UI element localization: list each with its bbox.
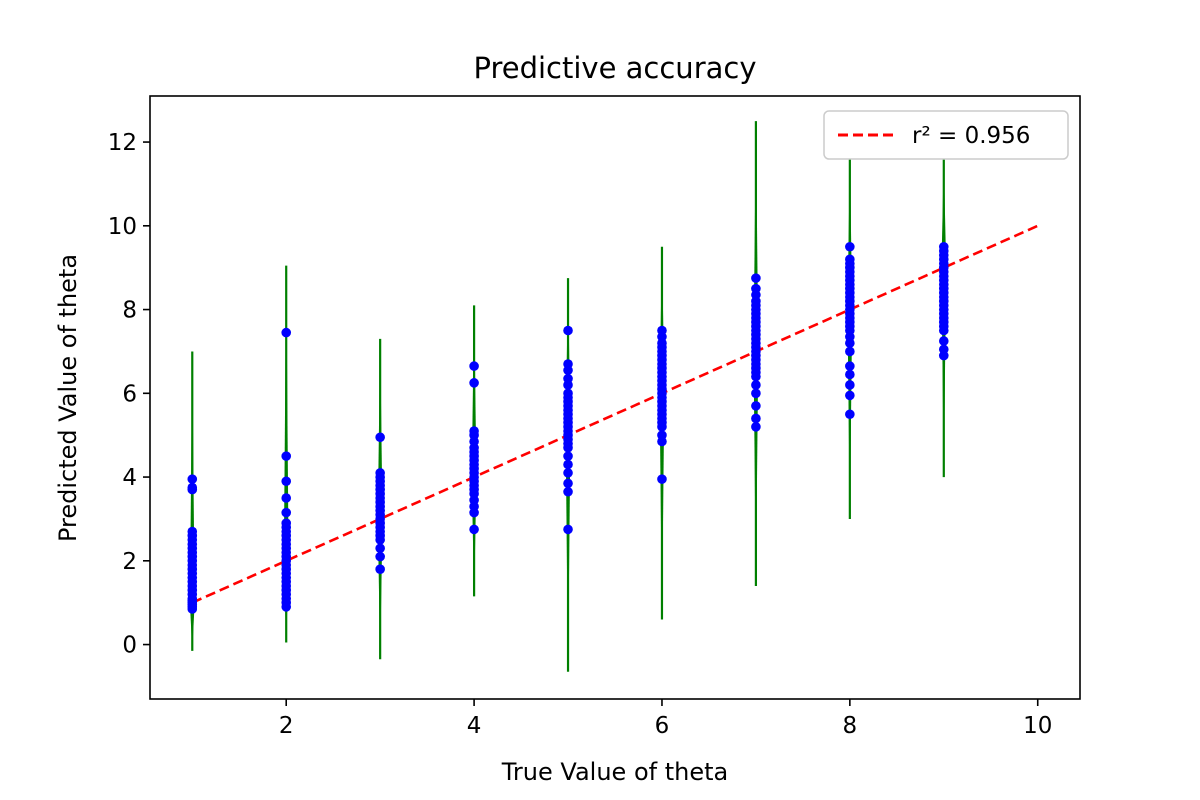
data-point (657, 325, 667, 336)
chart-title: Predictive accuracy (473, 51, 756, 85)
fit-line (191, 224, 1039, 604)
data-point (563, 524, 573, 535)
data-point (281, 476, 292, 487)
data-point (281, 327, 292, 338)
x-tick-label: 6 (655, 713, 670, 739)
data-point (751, 422, 761, 432)
data-point (281, 451, 292, 461)
data-point (187, 482, 198, 493)
x-tick-label: 4 (467, 713, 482, 739)
legend-label-fit-line: r² = 0.956 (912, 123, 1030, 149)
data-point (563, 486, 573, 497)
x-tick-label: 2 (279, 713, 294, 739)
data-point (845, 380, 855, 390)
data-point (751, 273, 761, 283)
data-point (938, 336, 949, 346)
data-point (845, 254, 855, 265)
data-point (187, 526, 198, 537)
data-point (845, 346, 855, 357)
legend: r² = 0.956 (823, 110, 1069, 160)
plot-frame (149, 95, 1081, 700)
data-point (469, 361, 479, 371)
x-tick-label: 10 (1023, 713, 1052, 739)
fit-line-layer (191, 224, 1039, 604)
y-tick-label: 4 (122, 465, 137, 491)
x-tick-label: 8 (843, 713, 858, 739)
x-axis-label: True Value of theta (501, 758, 728, 786)
data-point (563, 468, 573, 478)
data-point (563, 325, 573, 336)
y-axis-ticks: 0 2 4 6 8 10 12 (108, 130, 150, 659)
data-point (375, 432, 385, 443)
data-point (375, 468, 385, 478)
data-point (938, 344, 949, 355)
y-tick-label: 2 (122, 549, 137, 575)
legend-box (823, 110, 1069, 160)
data-points (187, 241, 949, 614)
y-tick-label: 0 (122, 633, 137, 659)
y-tick-label: 6 (122, 381, 137, 407)
data-point (845, 241, 855, 252)
data-point (751, 401, 761, 411)
data-point (845, 369, 855, 380)
data-point (281, 507, 292, 518)
data-point (563, 359, 573, 369)
data-point (375, 564, 385, 574)
plot-area (187, 121, 1039, 672)
y-tick-label: 8 (122, 298, 137, 324)
data-point (845, 409, 855, 420)
data-point (563, 459, 573, 470)
x-axis-ticks: 2 4 6 8 10 (279, 699, 1052, 739)
data-point (469, 378, 479, 388)
data-point (751, 380, 761, 390)
data-point (657, 474, 667, 484)
data-point (845, 361, 855, 371)
data-point (657, 430, 667, 440)
data-point (938, 241, 949, 252)
data-point (469, 426, 479, 436)
data-point (751, 413, 761, 424)
data-point (563, 373, 573, 384)
data-point (751, 283, 761, 294)
data-point (281, 493, 292, 503)
data-point (563, 451, 573, 461)
data-point (563, 388, 573, 399)
data-point (469, 524, 479, 535)
data-point (563, 478, 573, 489)
y-tick-label: 10 (108, 214, 137, 240)
data-point (375, 551, 385, 562)
data-point (845, 390, 855, 401)
data-point (187, 474, 198, 484)
data-point (375, 543, 385, 554)
y-axis-label: Predicted Value of theta (54, 254, 82, 542)
y-tick-label: 12 (108, 130, 137, 156)
data-point (281, 518, 292, 528)
data-point (751, 388, 761, 399)
